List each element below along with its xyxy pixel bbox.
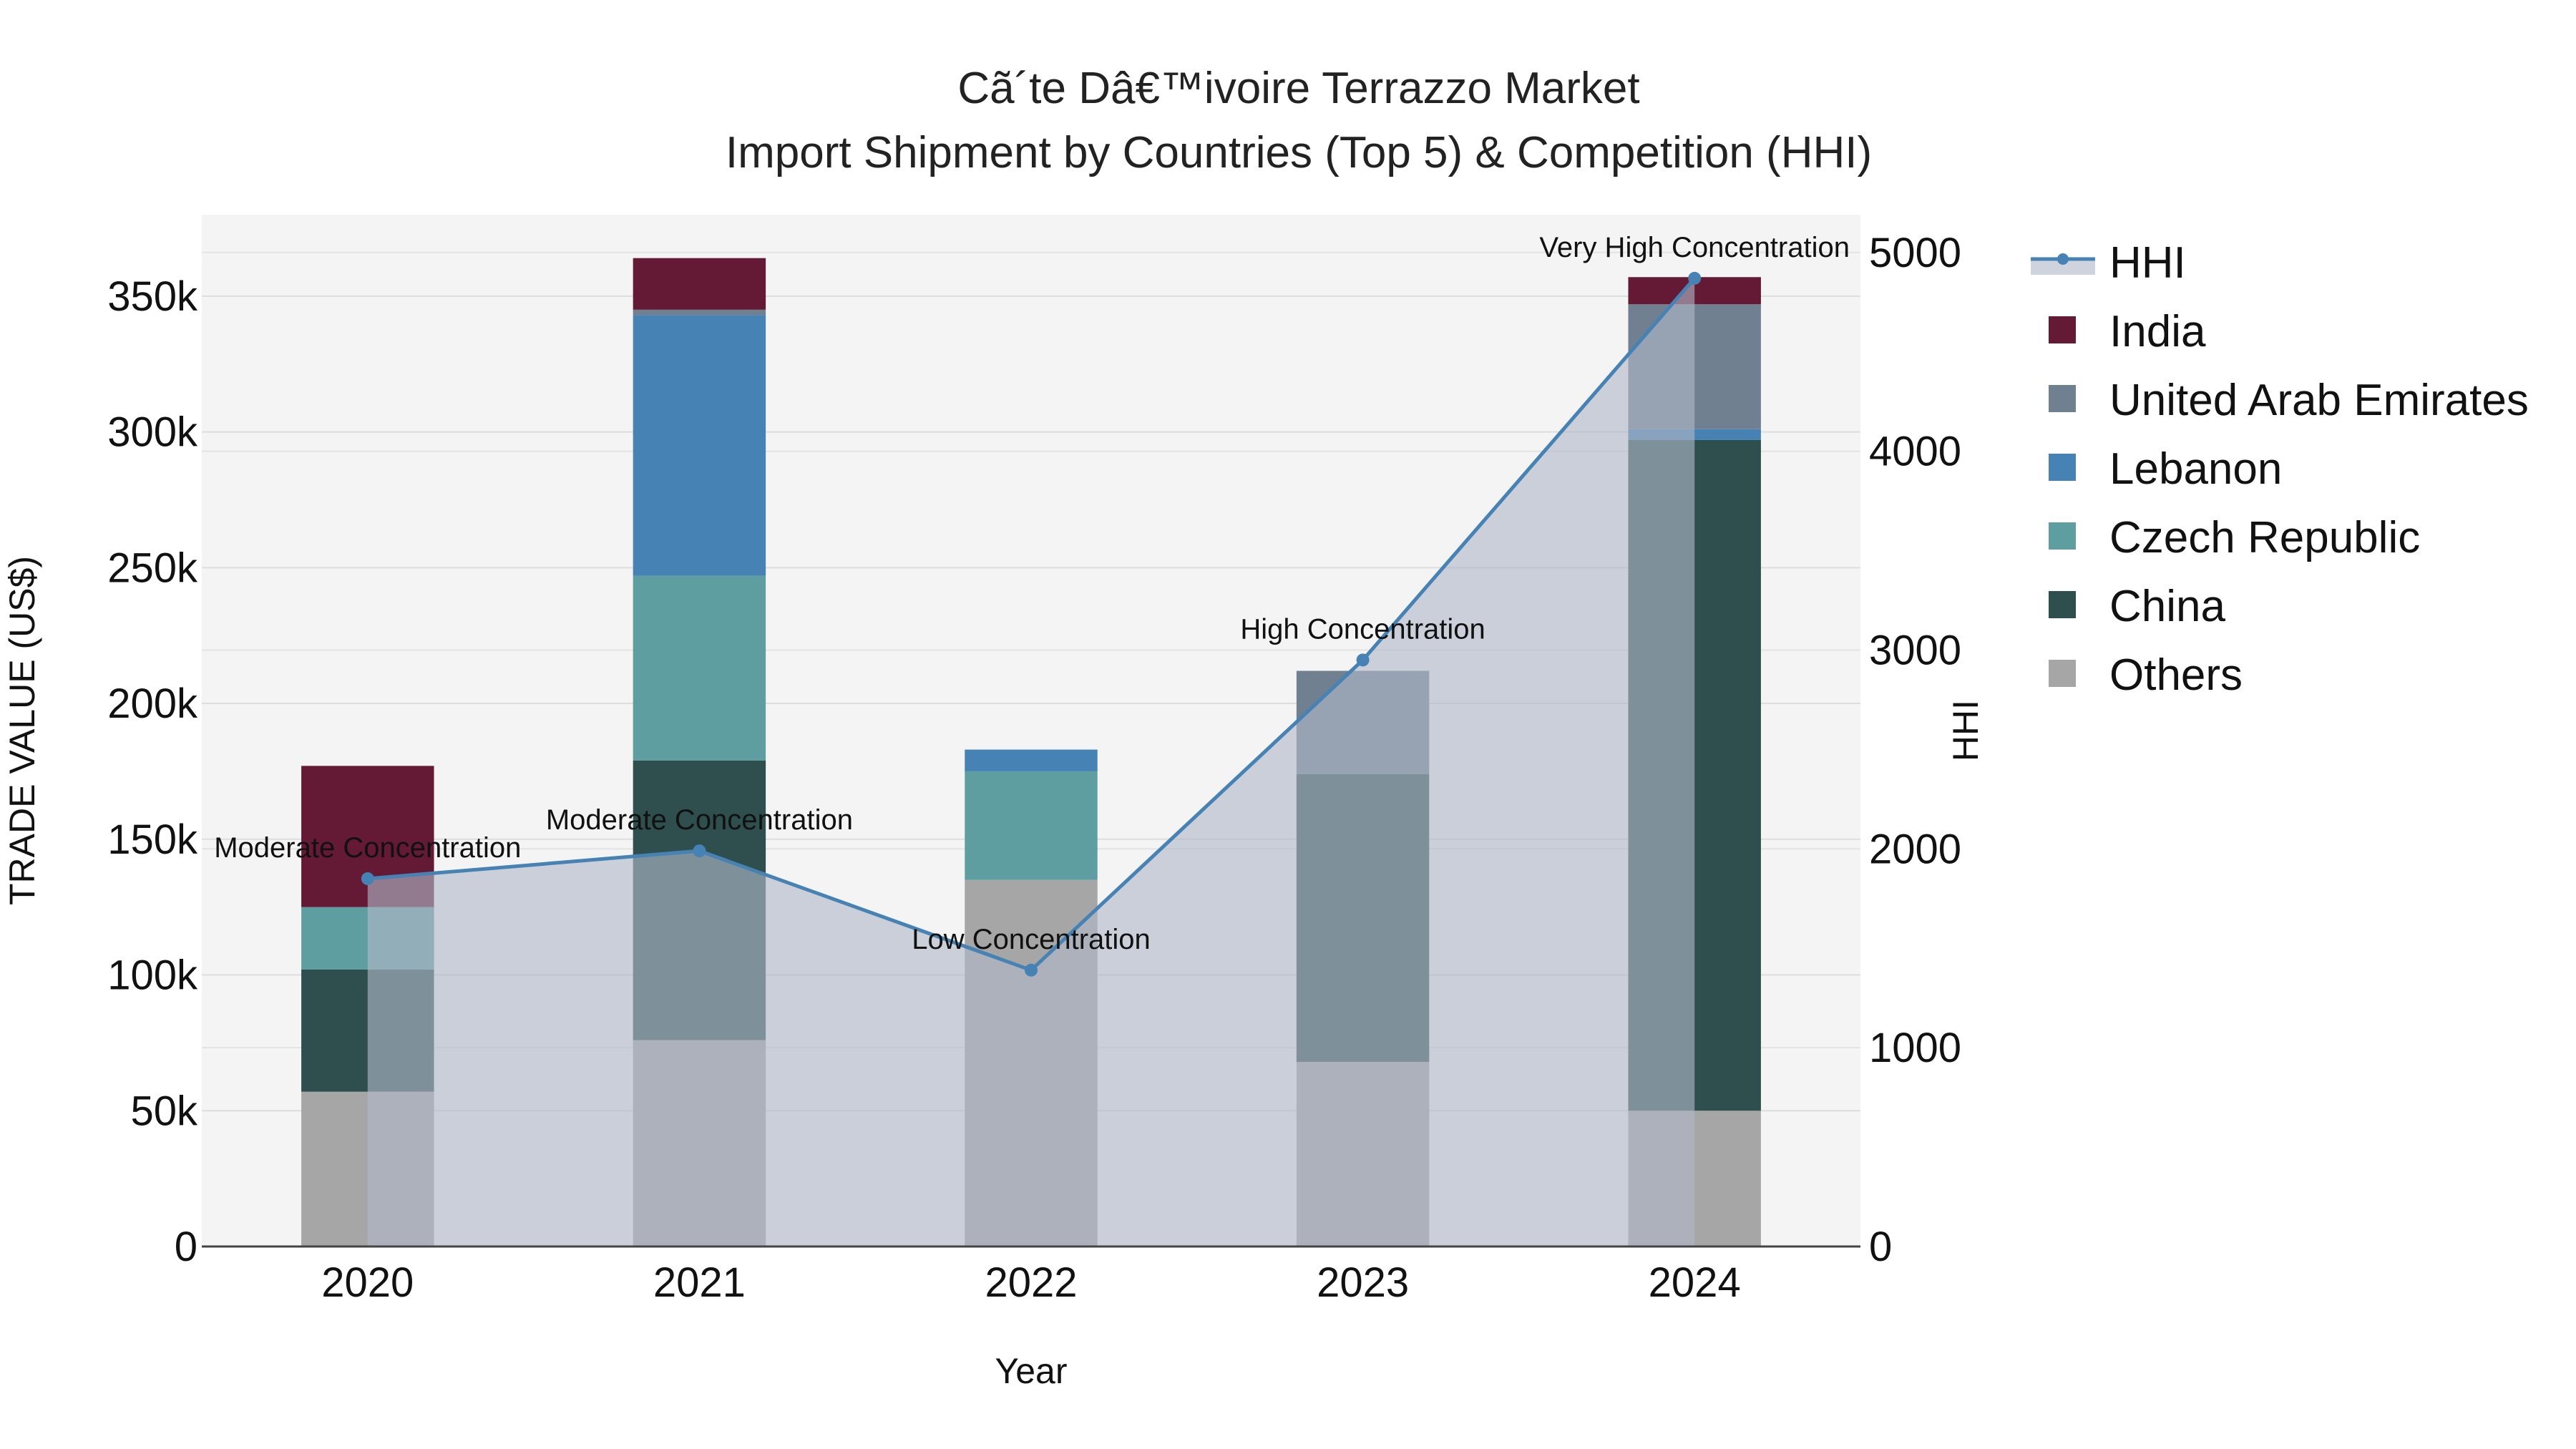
y2-tick-label: 4000 (1869, 429, 1961, 475)
legend-label: Others (2109, 650, 2243, 700)
y2-tick-label: 3000 (1869, 627, 1961, 673)
chart-title-line2: Import Shipment by Countries (Top 5) & C… (726, 128, 1872, 177)
hhi-point-2024 (1688, 271, 1702, 285)
legend-label: India (2109, 307, 2206, 356)
y-tick-label: 0 (175, 1224, 197, 1270)
y-tick-label: 150k (107, 816, 198, 863)
y-axis-title: TRADE VALUE (US$) (2, 556, 42, 905)
hhi-point-2020 (361, 872, 374, 885)
hhi-point-2021 (693, 844, 706, 858)
hhi-annotation: Moderate Concentration (546, 804, 853, 836)
legend-swatch-czech-republic (2049, 522, 2076, 550)
legend-swatch-india (2049, 316, 2076, 343)
bar-lebanon-2022 (965, 749, 1098, 771)
y-tick-label: 300k (107, 409, 198, 456)
y-tick-label: 200k (107, 680, 198, 727)
y-axis-ticks: 0 50k 100k 150k 200k 250k 300k 350k (107, 273, 198, 1270)
legend-label: Lebanon (2109, 444, 2282, 494)
y2-tick-label: 1000 (1869, 1025, 1961, 1071)
legend-label: HHI (2109, 238, 2186, 288)
legend-swatch-lebanon (2049, 454, 2076, 481)
hhi-annotation: High Concentration (1240, 613, 1485, 645)
bar-united-arab-emirates-2021 (633, 309, 766, 316)
x-tick-label: 2020 (321, 1259, 414, 1306)
hhi-point-2023 (1356, 653, 1370, 667)
y2-tick-label: 2000 (1869, 826, 1961, 872)
bar-czech-republic-2021 (633, 575, 766, 761)
legend-swatch-hhi-area (2031, 259, 2095, 275)
legend-swatch-hhi-marker (2057, 253, 2069, 265)
x-tick-label: 2022 (985, 1259, 1077, 1306)
hhi-annotation: Very High Concentration (1539, 232, 1850, 263)
hhi-annotation: Moderate Concentration (214, 832, 521, 864)
chart-title-line1: Cã´te Dâ€™ivoire Terrazzo Market (957, 64, 1639, 113)
y2-axis-ticks: 0 1000 2000 3000 4000 5000 (1869, 230, 1961, 1270)
bar-india-2021 (633, 258, 766, 310)
y-tick-label: 50k (130, 1088, 198, 1134)
y-tick-label: 250k (107, 545, 198, 591)
legend: HHI India United Arab Emirates Lebanon Czech… (2031, 238, 2529, 700)
y-tick-label: 100k (107, 952, 198, 999)
y2-tick-label: 5000 (1869, 230, 1961, 276)
hhi-point-2022 (1025, 963, 1038, 977)
legend-swatch-united-arab-emirates (2049, 385, 2076, 412)
hhi-layer: Moderate Concentration Moderate Concentra… (214, 232, 1850, 1247)
bar-czech-republic-2022 (965, 771, 1098, 880)
legend-swatch-others (2049, 660, 2076, 687)
y2-tick-label: 0 (1869, 1224, 1892, 1270)
legend-label: China (2109, 582, 2226, 631)
x-tick-label: 2021 (653, 1259, 746, 1306)
hhi-area (367, 278, 1695, 1247)
y2-axis-title: HHI (1946, 700, 1986, 761)
y-tick-label: 350k (107, 273, 198, 320)
x-axis-ticks: 2020 2021 2022 2023 2024 (321, 1259, 1740, 1306)
legend-label: Czech Republic (2109, 513, 2420, 562)
hhi-annotation: Low Concentration (912, 924, 1151, 955)
bar-lebanon-2021 (633, 315, 766, 576)
legend-label: United Arab Emirates (2109, 376, 2529, 425)
x-tick-label: 2024 (1649, 1259, 1741, 1306)
x-tick-label: 2023 (1317, 1259, 1409, 1306)
x-axis-title: Year (995, 1351, 1067, 1391)
legend-swatch-china (2049, 591, 2076, 618)
